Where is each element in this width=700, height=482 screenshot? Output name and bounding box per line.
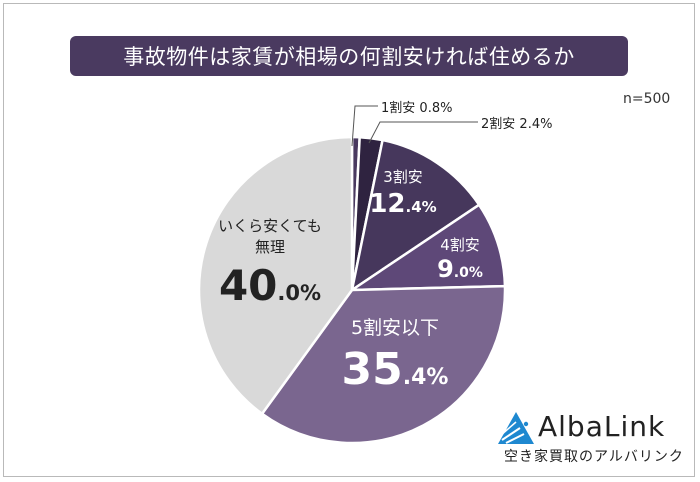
slice-4-value-dec: .0% bbox=[453, 265, 483, 281]
slice-3-label: 3割安 12.4% bbox=[368, 166, 438, 219]
slice-6-value-int: 40 bbox=[218, 261, 278, 310]
callout-2: 2割安 2.4% bbox=[481, 113, 552, 132]
slice-6-category-line2: 無理 bbox=[254, 238, 285, 256]
chart-title: 事故物件は家賃が相場の何割安ければ住めるか bbox=[123, 45, 575, 69]
slice-2-category: 2割安 bbox=[481, 117, 516, 132]
albalink-logo: AlbaLink 空き家買取のアルバリンク bbox=[496, 408, 686, 468]
slice-3-category: 3割安 bbox=[383, 168, 423, 186]
slice-4-value-int: 9 bbox=[437, 255, 454, 283]
logo-triangle-icon bbox=[498, 412, 534, 444]
pie-slice-6 bbox=[197, 135, 354, 416]
slice-5-label: 5割安以下 35.4% bbox=[330, 313, 460, 395]
logo-name: AlbaLink bbox=[538, 410, 666, 443]
slice-6-label: いくら安くても 無理 40.0% bbox=[205, 215, 335, 310]
callout-1: 1割安 0.8% bbox=[381, 97, 452, 116]
logo-tagline: 空き家買取のアルバリンク bbox=[504, 449, 684, 465]
slice-1-category: 1割安 bbox=[381, 101, 416, 116]
slice-2-value: 2.4% bbox=[519, 117, 553, 132]
slice-5-value-dec: .4% bbox=[402, 365, 449, 390]
slice-5-value-int: 35 bbox=[341, 344, 403, 395]
slice-5-category: 5割安以下 bbox=[350, 317, 440, 339]
slice-6-category-line1: いくら安くても bbox=[218, 217, 322, 235]
callout-line-2 bbox=[368, 121, 478, 144]
slice-3-value-dec: .4% bbox=[405, 198, 437, 216]
slice-4-label: 4割安 9.0% bbox=[425, 234, 495, 283]
callout-line-1 bbox=[351, 105, 378, 147]
sample-size: n=500 bbox=[623, 91, 671, 107]
pie-slice-5 bbox=[260, 284, 507, 445]
pie-slice-4 bbox=[350, 203, 507, 292]
title-banner: 事故物件は家賃が相場の何割安ければ住めるか bbox=[70, 36, 628, 76]
slice-1-value: 0.8% bbox=[419, 101, 453, 116]
slice-4-category: 4割安 bbox=[440, 236, 480, 254]
pie-slice-3 bbox=[350, 138, 481, 292]
slice-3-value-int: 12 bbox=[369, 189, 406, 219]
slice-6-value-dec: .0% bbox=[277, 281, 322, 305]
